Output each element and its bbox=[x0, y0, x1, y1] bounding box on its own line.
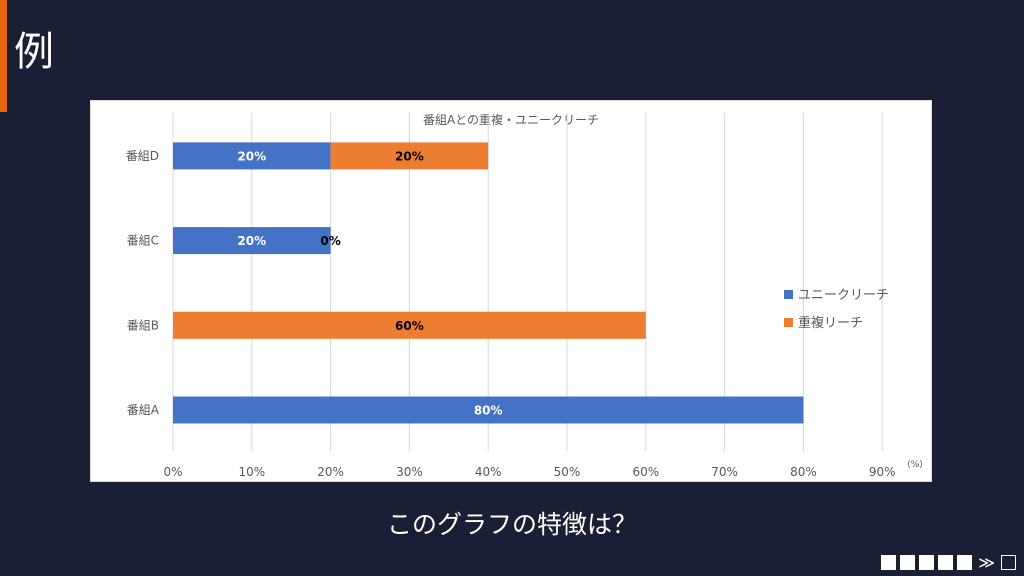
chart-title: 番組Aとの重複・ユニークリーチ bbox=[423, 112, 599, 127]
x-tick-label: 40% bbox=[475, 465, 502, 479]
data-label: 0% bbox=[320, 234, 340, 248]
category-label: 番組D bbox=[126, 149, 159, 163]
bar-unique-reach bbox=[173, 142, 331, 170]
category-label: 番組C bbox=[127, 234, 159, 248]
nav-square-icon[interactable] bbox=[919, 555, 935, 570]
nav-square-icon[interactable] bbox=[900, 555, 916, 570]
chart: 番組Aとの重複・ユニークリーチ 0% 10% 20% 30% 40% 50% 60% 70% 80… bbox=[90, 100, 932, 482]
next-arrow-icon[interactable]: ≫ bbox=[978, 553, 995, 572]
legend-swatch bbox=[784, 318, 793, 327]
legend-label: 重複リーチ bbox=[798, 315, 863, 331]
unit-label: (%) bbox=[907, 460, 923, 470]
nav-square-icon[interactable] bbox=[938, 555, 954, 570]
bar-unique-reach bbox=[173, 396, 804, 424]
data-label: 20% bbox=[237, 234, 266, 248]
category-label: 番組B bbox=[127, 318, 159, 332]
question-text: このグラフの特徴は？ bbox=[386, 510, 637, 539]
x-tick-label: 50% bbox=[554, 465, 581, 479]
legend-swatch bbox=[784, 290, 793, 299]
category-label: 番組A bbox=[127, 403, 160, 417]
x-tick-label: 20% bbox=[317, 465, 344, 479]
legend-label: ユニークリーチ bbox=[798, 288, 889, 303]
data-label: 20% bbox=[395, 149, 424, 163]
x-tick-label: 90% bbox=[869, 465, 896, 479]
nav-square-icon[interactable] bbox=[881, 555, 897, 570]
x-tick-label: 80% bbox=[790, 465, 817, 479]
bar-overlap-reach bbox=[330, 142, 489, 170]
nav-square-icon[interactable] bbox=[957, 555, 973, 570]
x-tick-label: 70% bbox=[711, 465, 738, 479]
chart-svg: 番組Aとの重複・ユニークリーチ 0% 10% 20% 30% 40% 50% 60% 70% 80… bbox=[126, 112, 923, 479]
data-label: 60% bbox=[395, 319, 424, 333]
bar-unique-reach bbox=[173, 227, 331, 255]
accent-bar bbox=[0, 0, 7, 112]
slide-navigation[interactable]: ≫ bbox=[881, 553, 1016, 572]
data-label: 20% bbox=[237, 149, 266, 163]
x-tick-label: 30% bbox=[396, 465, 423, 479]
x-tick-label: 10% bbox=[238, 465, 265, 479]
slide-title: 例 bbox=[14, 29, 54, 75]
bar-overlap-reach bbox=[173, 311, 646, 339]
nav-empty-square-icon[interactable] bbox=[1001, 555, 1016, 570]
data-label: 80% bbox=[474, 404, 503, 418]
x-tick-label: 0% bbox=[163, 465, 182, 479]
x-tick-label: 60% bbox=[632, 465, 659, 479]
